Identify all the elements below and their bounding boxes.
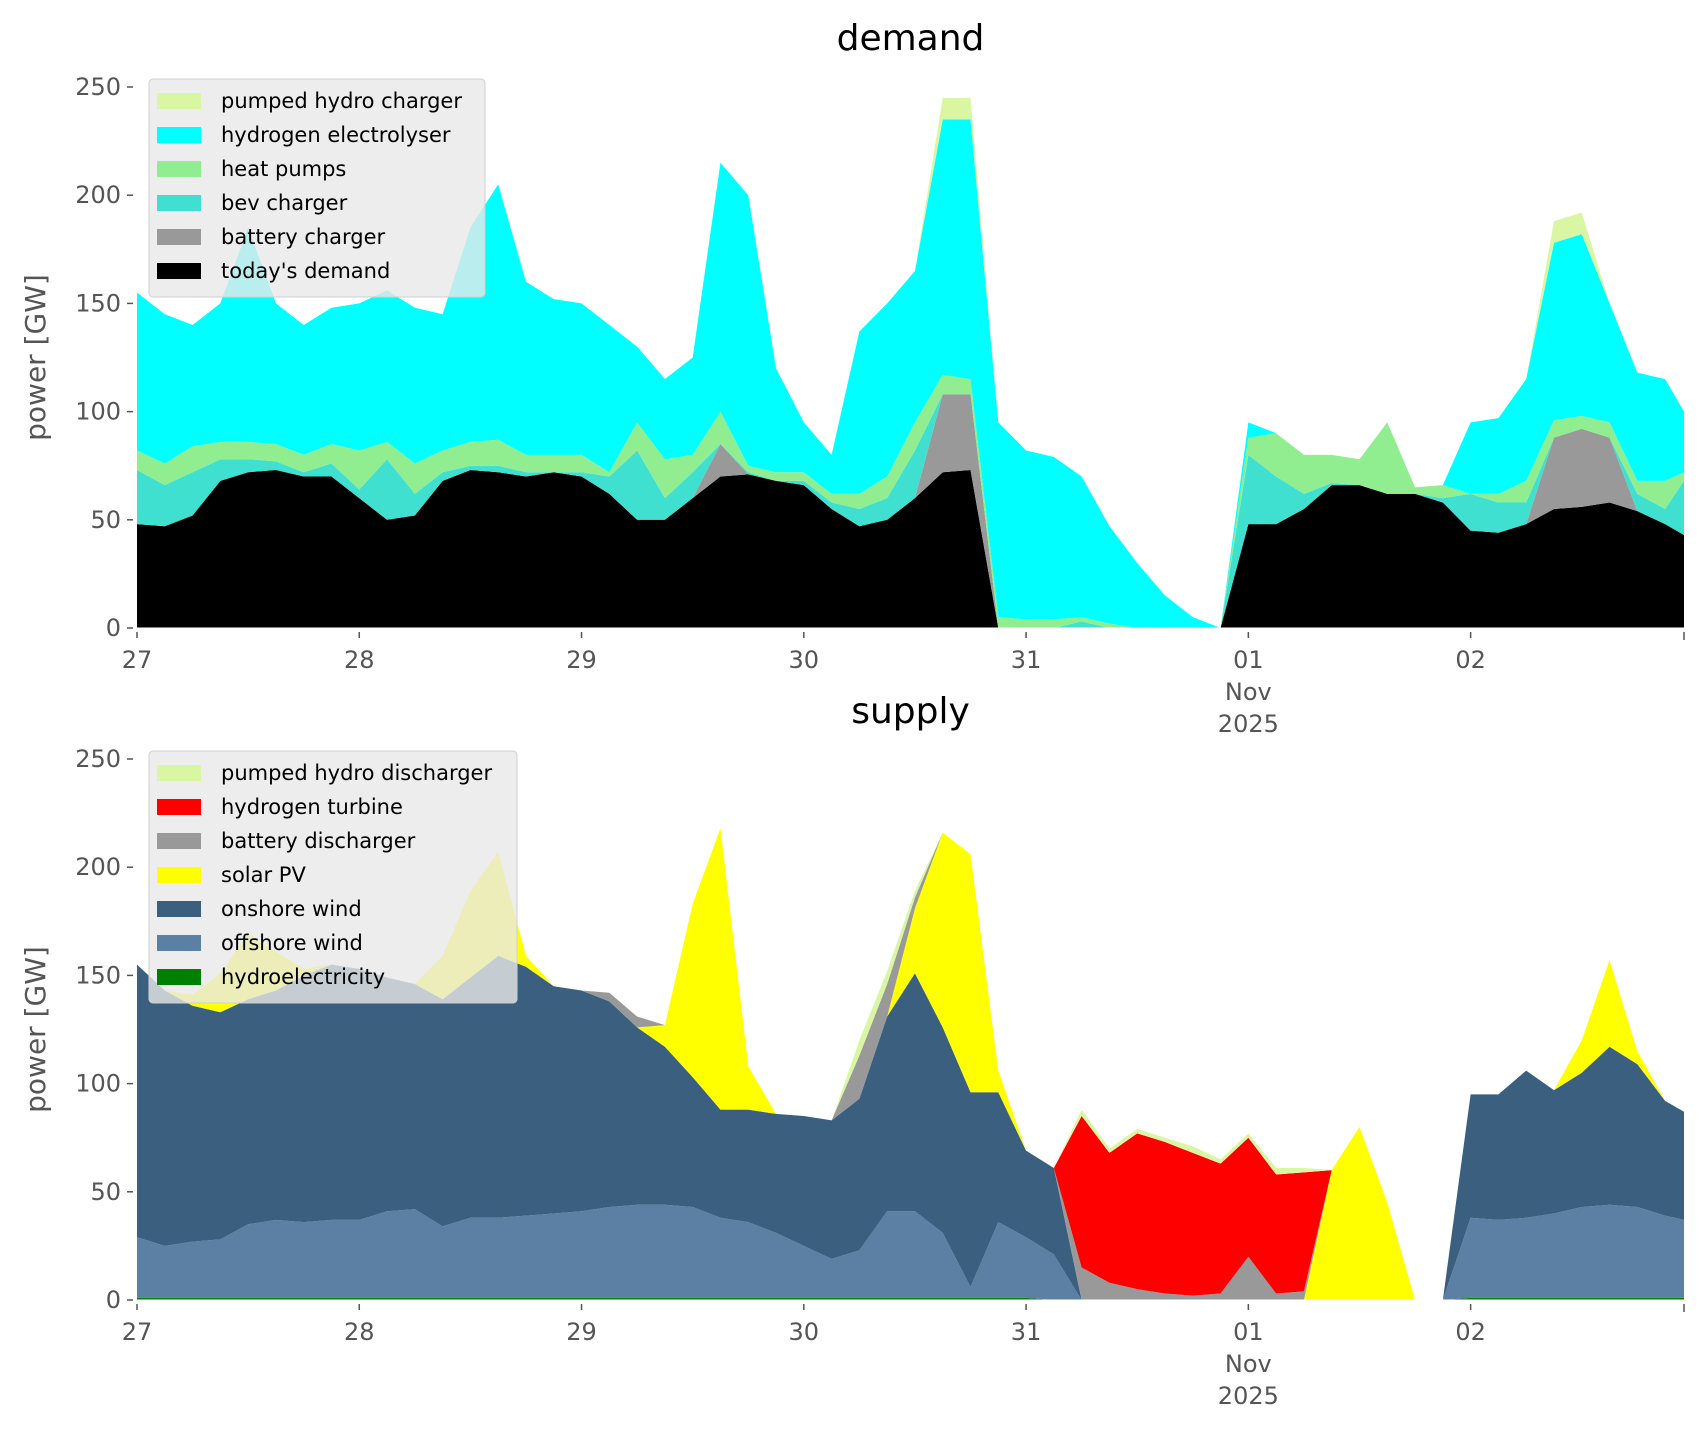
chart-title: demand (837, 18, 985, 59)
legend-swatch (157, 765, 201, 781)
x-tick-label: 28 (344, 1318, 375, 1346)
x-tick-label: 31 (1011, 646, 1042, 674)
legend-label: onshore wind (221, 897, 362, 921)
legend-label: battery discharger (221, 829, 416, 853)
legend-label: pumped hydro charger (221, 89, 462, 113)
y-tick-label: 250 (75, 745, 121, 773)
legend-swatch (157, 969, 201, 985)
legend-swatch (157, 935, 201, 951)
x-tick-sublabel: Nov (1225, 1350, 1272, 1378)
area-onshore-wind (137, 955, 1684, 1300)
legend-label: solar PV (221, 863, 306, 887)
legend-label: hydrogen electrolyser (221, 123, 451, 147)
y-axis-label: power [GW] (19, 274, 52, 441)
y-axis-label: power [GW] (19, 946, 52, 1113)
y-tick-label: 0 (106, 614, 121, 642)
legend-label: hydroelectricity (221, 965, 385, 989)
x-tick-label: 28 (344, 646, 375, 674)
legend-swatch (157, 263, 201, 279)
y-tick-label: 100 (75, 1070, 121, 1098)
legend-swatch (157, 161, 201, 177)
x-tick-label: 29 (566, 1318, 597, 1346)
supply-chart: 0 50 100 150 200 250 27 28 29 30 31 01 Nov 2025 02 supp… (19, 691, 1685, 1410)
legend-swatch (157, 867, 201, 883)
legend-box (148, 750, 518, 1004)
area-hydrogen-electrolyser (137, 119, 1684, 629)
y-tick-label: 50 (90, 1178, 121, 1206)
legend: pumped hydro charger hydrogen electrolyse… (148, 78, 486, 298)
x-tick-label: 27 (122, 646, 153, 674)
legend-label: bev charger (221, 191, 348, 215)
area-battery-discharger (137, 828, 1684, 1300)
legend-swatch (157, 833, 201, 849)
legend-label: battery charger (221, 225, 386, 249)
y-tick-label: 0 (106, 1286, 121, 1314)
y-tick-label: 200 (75, 853, 121, 881)
y-tick-label: 100 (75, 398, 121, 426)
x-tick-sublabel: Nov (1225, 678, 1272, 706)
legend-swatch (157, 93, 201, 109)
x-tick-sublabel: 2025 (1218, 1382, 1279, 1410)
x-tick-label: 02 (1455, 1318, 1486, 1346)
area-offshore-wind (137, 1204, 1684, 1300)
y-tick-label: 200 (75, 181, 121, 209)
legend-label: hydrogen turbine (221, 795, 403, 819)
legend-label: heat pumps (221, 157, 346, 181)
y-tick-label: 50 (90, 506, 121, 534)
x-tick-sublabel: 2025 (1218, 710, 1279, 738)
y-tick-label: 250 (75, 73, 121, 101)
x-tick-label: 27 (122, 1318, 153, 1346)
legend-swatch (157, 901, 201, 917)
chart-title: supply (851, 691, 970, 732)
area-hydroelectricity (137, 1297, 1684, 1300)
x-tick-label: 01 (1233, 646, 1264, 674)
area-hydrogen-turbine (137, 828, 1684, 1300)
x-tick-label: 01 (1233, 1318, 1264, 1346)
demand-chart: 0 50 100 150 200 250 27 28 29 30 31 01 Nov 2025 02 dema… (19, 18, 1685, 738)
legend-label: pumped hydro discharger (221, 761, 492, 785)
x-tick-label: 30 (789, 1318, 820, 1346)
legend-swatch (157, 127, 201, 143)
legend-swatch (157, 229, 201, 245)
legend-box (148, 78, 486, 298)
x-tick-label: 30 (789, 646, 820, 674)
y-tick-label: 150 (75, 289, 121, 317)
area-today-s-demand (137, 470, 1684, 628)
legend-swatch (157, 195, 201, 211)
y-tick-label: 150 (75, 961, 121, 989)
legend-label: offshore wind (221, 931, 363, 955)
legend-swatch (157, 799, 201, 815)
x-tick-label: 29 (566, 646, 597, 674)
legend: pumped hydro discharger hydrogen turbine b… (148, 750, 518, 1004)
x-tick-label: 02 (1455, 646, 1486, 674)
x-tick-label: 31 (1011, 1318, 1042, 1346)
legend-label: today's demand (221, 259, 390, 283)
